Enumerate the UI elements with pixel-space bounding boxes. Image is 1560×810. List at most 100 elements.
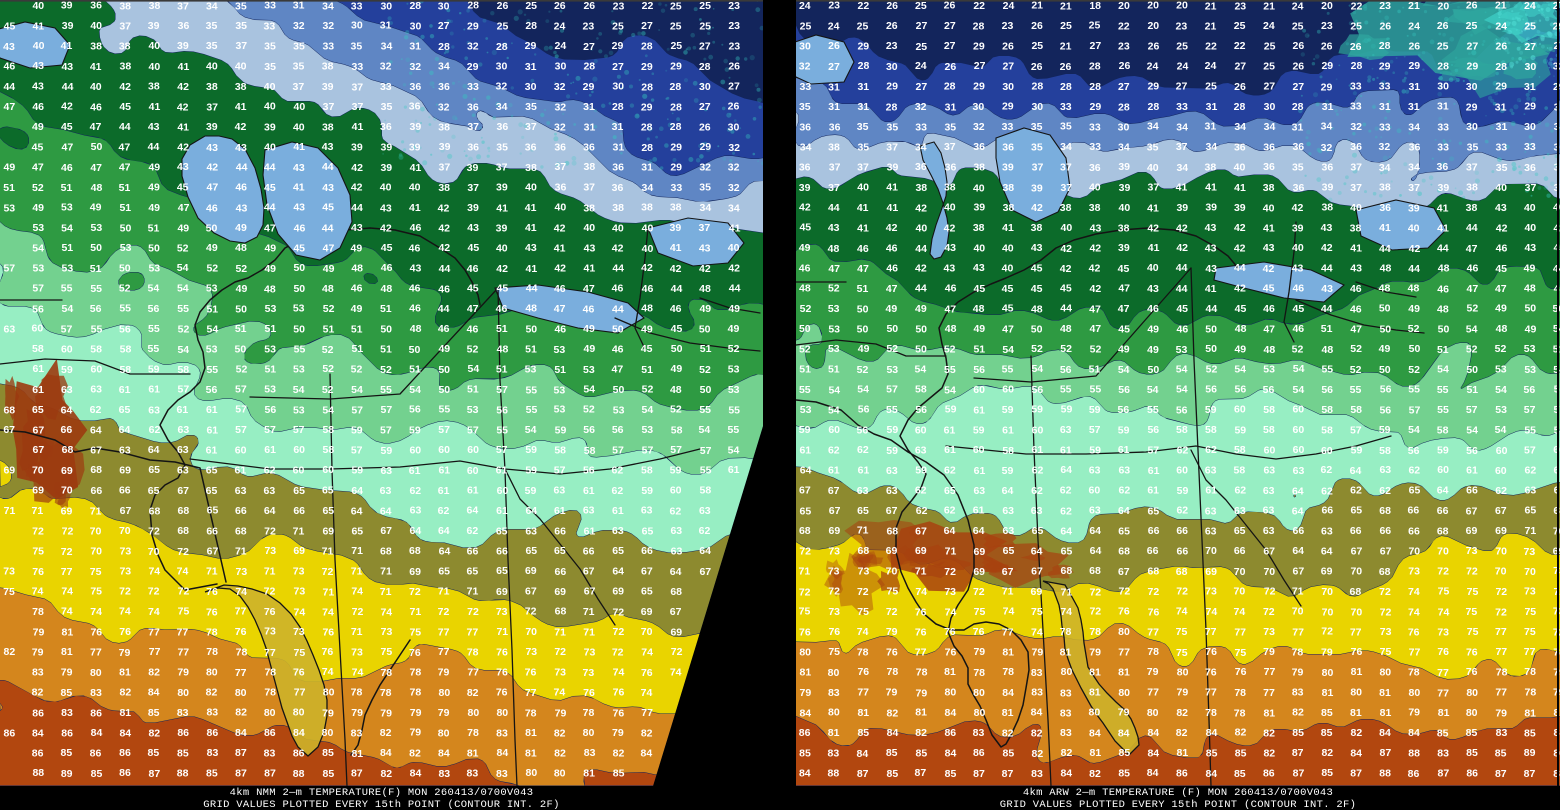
svg-text:77: 77 [1409, 646, 1421, 658]
svg-text:80: 80 [1118, 626, 1130, 638]
svg-text:37: 37 [1350, 162, 1362, 174]
svg-text:70: 70 [1524, 566, 1536, 578]
svg-text:65: 65 [1148, 505, 1160, 517]
svg-text:85: 85 [1003, 748, 1015, 760]
svg-text:53: 53 [554, 404, 566, 416]
svg-text:29: 29 [670, 141, 682, 153]
svg-text:37: 37 [1148, 182, 1160, 194]
svg-text:52: 52 [1292, 343, 1304, 355]
svg-text:45: 45 [381, 242, 393, 254]
svg-text:44: 44 [526, 283, 538, 295]
svg-text:86: 86 [90, 707, 102, 719]
svg-text:74: 74 [148, 606, 160, 618]
svg-text:45: 45 [119, 101, 131, 113]
svg-text:76: 76 [496, 667, 508, 679]
svg-text:74: 74 [915, 586, 927, 598]
svg-text:71: 71 [380, 586, 392, 598]
svg-text:75: 75 [32, 546, 44, 558]
svg-text:31: 31 [641, 162, 653, 174]
svg-text:53: 53 [641, 424, 653, 436]
svg-text:50: 50 [1148, 364, 1160, 376]
svg-text:48: 48 [1322, 344, 1334, 356]
svg-text:77: 77 [1437, 687, 1449, 699]
svg-text:35: 35 [1060, 121, 1072, 133]
svg-text:31: 31 [613, 142, 625, 154]
svg-text:56: 56 [1263, 384, 1275, 396]
svg-text:85: 85 [1466, 727, 1478, 739]
svg-text:63: 63 [177, 465, 189, 477]
svg-text:28: 28 [670, 81, 682, 93]
svg-text:34: 34 [1118, 141, 1130, 153]
svg-text:76: 76 [857, 666, 869, 678]
svg-text:35: 35 [1147, 141, 1159, 153]
svg-text:74: 74 [294, 606, 306, 618]
svg-text:37: 37 [119, 21, 131, 33]
svg-text:72: 72 [525, 606, 537, 618]
svg-text:59: 59 [61, 364, 73, 376]
svg-text:82: 82 [32, 687, 44, 699]
svg-text:38: 38 [1379, 182, 1391, 194]
svg-text:49: 49 [728, 303, 740, 315]
svg-text:41: 41 [857, 202, 869, 214]
svg-text:83: 83 [467, 767, 479, 779]
svg-text:36: 36 [829, 121, 841, 133]
svg-text:39: 39 [973, 202, 985, 214]
svg-text:49: 49 [641, 323, 653, 335]
svg-text:50: 50 [613, 384, 625, 396]
svg-text:43: 43 [1321, 222, 1333, 234]
svg-text:79: 79 [410, 707, 422, 719]
svg-text:87: 87 [1380, 747, 1392, 759]
svg-text:77: 77 [438, 627, 450, 639]
svg-text:67: 67 [33, 425, 45, 437]
svg-text:30: 30 [1264, 101, 1276, 113]
svg-text:60: 60 [467, 444, 479, 456]
svg-text:76: 76 [828, 626, 840, 638]
svg-text:43: 43 [973, 262, 985, 274]
svg-text:34: 34 [381, 41, 393, 53]
svg-text:34: 34 [1379, 162, 1391, 174]
svg-text:29: 29 [699, 141, 711, 153]
svg-text:62: 62 [467, 525, 479, 537]
svg-text:53: 53 [293, 364, 305, 376]
svg-text:41: 41 [178, 61, 190, 73]
svg-text:73: 73 [1524, 546, 1536, 558]
svg-text:67: 67 [1466, 505, 1478, 517]
svg-text:25: 25 [1264, 41, 1276, 53]
svg-text:30: 30 [973, 101, 985, 113]
svg-text:80: 80 [322, 727, 334, 739]
svg-text:45: 45 [1263, 282, 1275, 294]
svg-text:49: 49 [1147, 344, 1159, 356]
svg-text:86: 86 [32, 747, 44, 759]
svg-text:53: 53 [61, 202, 73, 214]
svg-text:82: 82 [467, 687, 479, 699]
svg-text:41: 41 [32, 21, 44, 33]
svg-text:47: 47 [32, 162, 44, 174]
svg-text:55: 55 [148, 343, 160, 355]
svg-text:54: 54 [828, 384, 840, 396]
svg-text:53: 53 [264, 384, 276, 396]
svg-text:80: 80 [1147, 707, 1159, 719]
svg-text:66: 66 [1234, 545, 1246, 557]
svg-text:53: 53 [828, 324, 840, 336]
svg-text:52: 52 [886, 343, 898, 355]
svg-text:74: 74 [641, 687, 653, 699]
svg-text:51: 51 [380, 343, 392, 355]
svg-text:49: 49 [148, 162, 160, 174]
svg-text:62: 62 [1060, 505, 1072, 517]
svg-text:62: 62 [915, 484, 927, 496]
svg-text:25: 25 [699, 0, 711, 12]
svg-text:56: 56 [857, 425, 869, 437]
svg-text:42: 42 [554, 223, 566, 235]
svg-text:42: 42 [1090, 283, 1102, 295]
svg-text:46: 46 [438, 323, 450, 335]
svg-text:72: 72 [612, 647, 624, 659]
svg-text:55: 55 [728, 404, 740, 416]
svg-text:46: 46 [799, 263, 811, 275]
svg-text:45: 45 [1293, 303, 1305, 315]
svg-text:56: 56 [90, 303, 102, 315]
svg-text:56: 56 [858, 404, 870, 416]
svg-text:80: 80 [828, 667, 840, 679]
svg-text:29: 29 [525, 40, 537, 52]
svg-text:64: 64 [1089, 525, 1101, 537]
svg-text:77: 77 [641, 707, 653, 719]
